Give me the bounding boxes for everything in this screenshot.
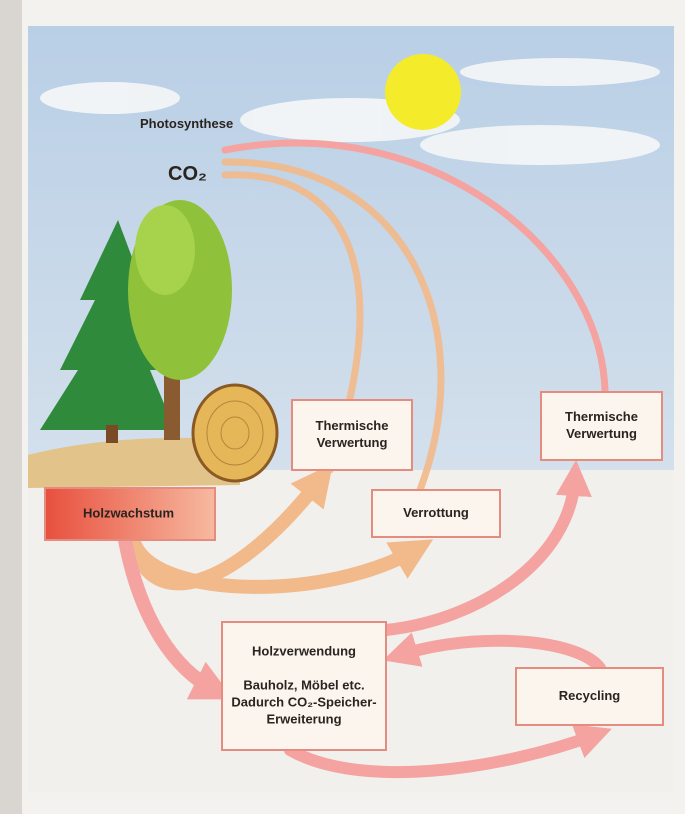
node-line: Thermische bbox=[316, 418, 389, 433]
node-line: Dadurch CO₂-Speicher- bbox=[231, 695, 376, 710]
node-label: Holzwachstum bbox=[83, 506, 174, 521]
node-box bbox=[44, 487, 216, 541]
arrow bbox=[380, 460, 592, 636]
node-line: Recycling bbox=[559, 688, 620, 703]
node-box bbox=[291, 399, 413, 471]
node-line: Bauholz, Möbel etc. bbox=[243, 678, 364, 693]
photosynthesis-label: Photosynthese bbox=[140, 116, 233, 131]
node-label: Thermische Verwertung bbox=[565, 409, 638, 441]
ground bbox=[28, 437, 240, 488]
nodes: Holzwachstum Thermische Verwertung Verrottu… bbox=[44, 391, 664, 751]
node-box bbox=[221, 621, 387, 751]
arrow bbox=[221, 158, 445, 494]
arrow bbox=[382, 632, 606, 674]
log bbox=[191, 383, 279, 483]
node-line: Thermische bbox=[565, 409, 638, 424]
node-line: Holzwachstum bbox=[83, 506, 174, 521]
page-edge bbox=[0, 0, 22, 814]
node-label: Recycling bbox=[559, 688, 620, 703]
node-line: Erweiterung bbox=[266, 712, 341, 727]
co2-label: CO₂ bbox=[168, 163, 207, 185]
node-label: Holzverwendung Bauholz, Möbel etc. Dadurch… bbox=[231, 644, 376, 727]
arrow bbox=[128, 538, 434, 594]
node-box bbox=[515, 667, 664, 726]
spruce bbox=[40, 220, 175, 443]
node-line: Holzverwendung bbox=[252, 644, 356, 659]
arrow bbox=[118, 533, 234, 700]
node-box bbox=[371, 489, 501, 538]
node-label: Thermische Verwertung bbox=[316, 418, 389, 450]
node-box bbox=[540, 391, 663, 461]
arrows bbox=[118, 139, 612, 779]
arrow bbox=[221, 139, 609, 394]
deciduous-tree bbox=[128, 200, 232, 440]
arrow bbox=[284, 724, 612, 779]
node-line: Verwertung bbox=[317, 435, 388, 450]
node-line: Verrottung bbox=[403, 505, 469, 520]
arrow bbox=[221, 171, 364, 474]
sun bbox=[385, 54, 461, 130]
node-label: Verrottung bbox=[403, 505, 469, 520]
node-line: Verwertung bbox=[566, 426, 637, 441]
